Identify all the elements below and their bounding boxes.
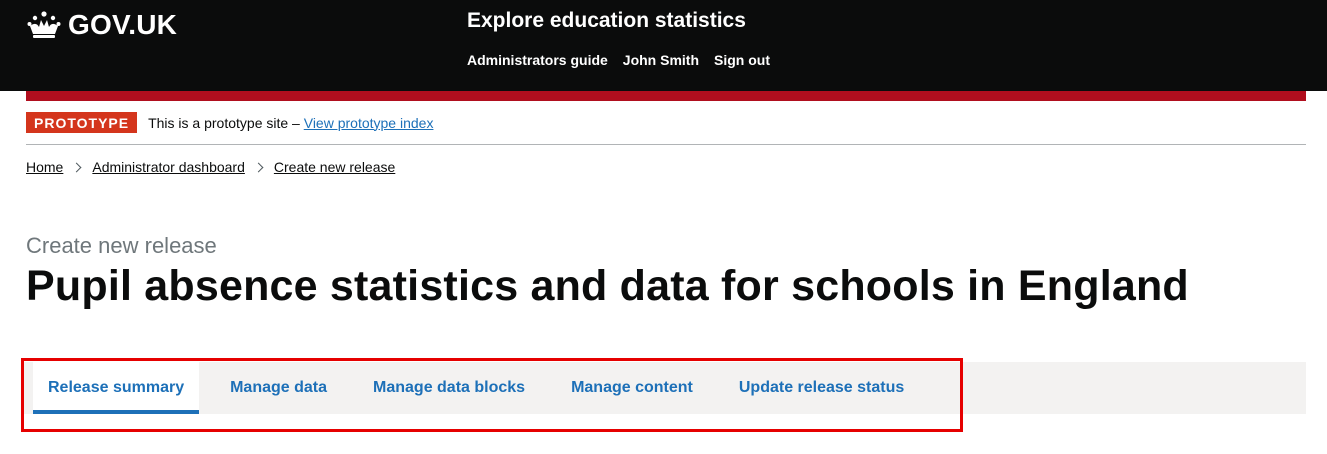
header-navigation: Administrators guide John Smith Sign out xyxy=(467,52,770,68)
site-header: GOV.UK Explore education statistics Admi… xyxy=(0,0,1327,91)
tab-manage-content[interactable]: Manage content xyxy=(556,362,708,414)
prototype-index-link[interactable]: View prototype index xyxy=(304,115,434,131)
service-name-link[interactable]: Explore education statistics xyxy=(467,9,746,33)
breadcrumb-administrator-dashboard[interactable]: Administrator dashboard xyxy=(92,159,245,175)
nav-administrators-guide[interactable]: Administrators guide xyxy=(467,52,608,68)
breadcrumb-home[interactable]: Home xyxy=(26,159,63,175)
phase-banner-text: This is a prototype site – View prototyp… xyxy=(148,115,433,131)
tab-release-summary[interactable]: Release summary xyxy=(33,362,199,414)
logo-text: GOV.UK xyxy=(68,9,177,41)
page-title: Pupil absence statistics and data for sc… xyxy=(26,262,1189,311)
phase-tag: PROTOTYPE xyxy=(26,112,137,133)
page-caption: Create new release xyxy=(26,233,217,259)
crown-icon xyxy=(26,10,62,40)
brand-color-bar xyxy=(26,91,1306,101)
nav-user-name[interactable]: John Smith xyxy=(623,52,699,68)
tab-update-release-status[interactable]: Update release status xyxy=(724,362,919,414)
phase-banner-message: This is a prototype site – xyxy=(148,115,304,131)
tab-manage-data[interactable]: Manage data xyxy=(215,362,342,414)
nav-sign-out[interactable]: Sign out xyxy=(714,52,770,68)
phase-banner: PROTOTYPE This is a prototype site – Vie… xyxy=(26,112,433,133)
tab-manage-data-blocks[interactable]: Manage data blocks xyxy=(358,362,540,414)
chevron-right-icon xyxy=(72,162,82,172)
govuk-logo-link[interactable]: GOV.UK xyxy=(26,9,177,41)
phase-divider xyxy=(26,144,1306,145)
release-tabs: Release summary Manage data Manage data … xyxy=(33,362,935,414)
breadcrumb: Home Administrator dashboard Create new … xyxy=(26,159,395,175)
breadcrumb-create-new-release[interactable]: Create new release xyxy=(274,159,395,175)
chevron-right-icon xyxy=(253,162,263,172)
